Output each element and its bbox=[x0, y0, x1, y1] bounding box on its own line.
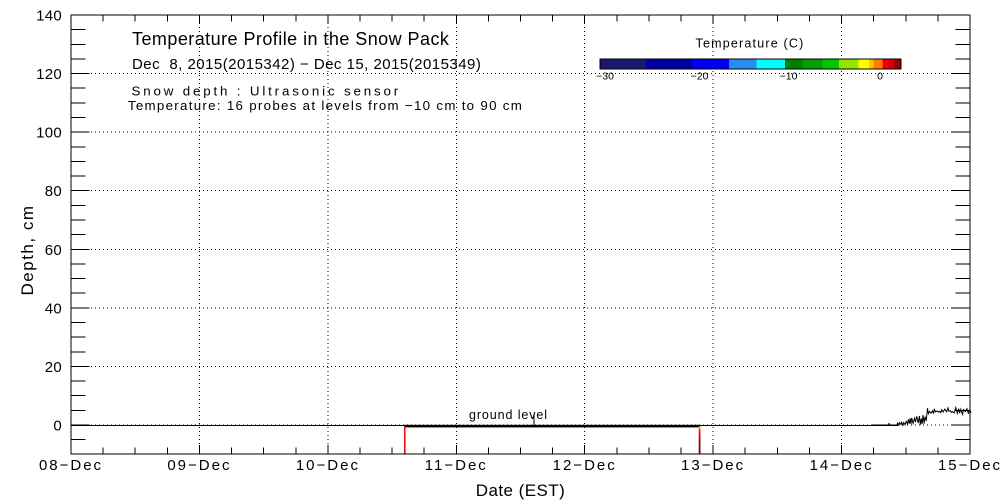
svg-text:Temperature Profile in the Sno: Temperature Profile in the Snow Pack bbox=[132, 29, 450, 49]
svg-text:60: 60 bbox=[45, 242, 62, 259]
svg-text:40: 40 bbox=[45, 300, 62, 317]
svg-text:14−Dec: 14−Dec bbox=[810, 457, 874, 474]
svg-text:80: 80 bbox=[45, 183, 62, 200]
svg-text:ground level: ground level bbox=[469, 408, 548, 422]
svg-text:09−Dec: 09−Dec bbox=[167, 457, 231, 474]
svg-text:12−Dec: 12−Dec bbox=[553, 457, 617, 474]
svg-text:−20: −20 bbox=[691, 71, 709, 83]
svg-text:Dec 8, 2015(2015342) − Dec 15: Dec 8, 2015(2015342) − Dec 15, 2015(2015… bbox=[132, 56, 481, 73]
svg-text:11−Dec: 11−Dec bbox=[425, 457, 488, 474]
svg-text:−30: −30 bbox=[596, 71, 614, 83]
svg-text:13−Dec: 13−Dec bbox=[681, 457, 745, 474]
svg-text:20: 20 bbox=[45, 359, 62, 376]
svg-text:15−Dec: 15−Dec bbox=[938, 457, 1000, 474]
svg-text:−10: −10 bbox=[780, 71, 798, 83]
svg-text:120: 120 bbox=[36, 66, 62, 83]
svg-text:0: 0 bbox=[53, 418, 62, 435]
svg-text:0: 0 bbox=[877, 71, 883, 83]
svg-text:Snow depth : Ultrasonic sensor: Snow depth : Ultrasonic sensor bbox=[132, 84, 402, 99]
svg-text:Temperature (C): Temperature (C) bbox=[696, 37, 805, 51]
svg-text:Temperature: 16 probes at leve: Temperature: 16 probes at levels from −1… bbox=[128, 98, 523, 113]
svg-text:08−Dec: 08−Dec bbox=[39, 457, 103, 474]
svg-text:100: 100 bbox=[36, 125, 62, 142]
svg-text:10−Dec: 10−Dec bbox=[296, 457, 360, 474]
svg-text:Depth, cm: Depth, cm bbox=[18, 205, 37, 296]
svg-text:140: 140 bbox=[36, 8, 62, 25]
svg-text:Date (EST): Date (EST) bbox=[476, 481, 566, 500]
